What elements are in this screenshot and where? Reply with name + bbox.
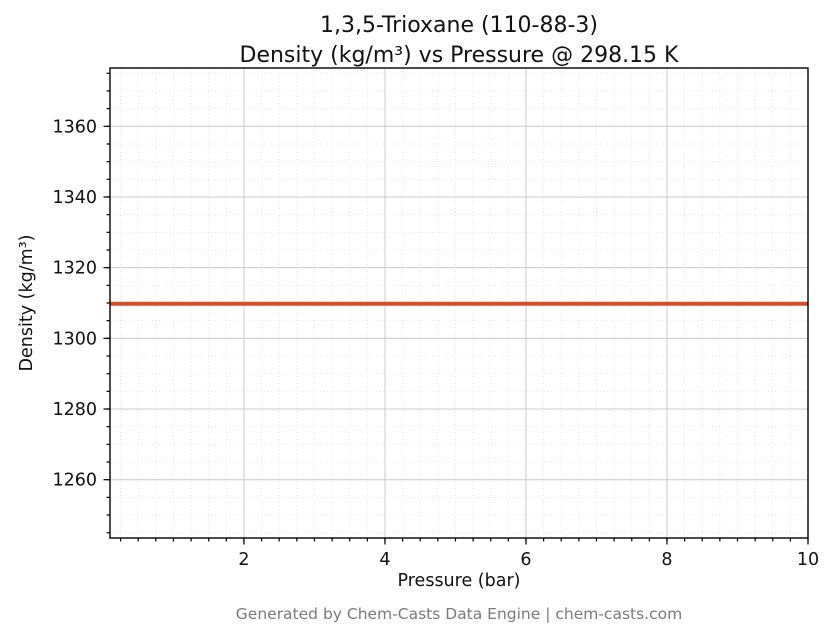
y-tick-label: 1260 xyxy=(52,471,97,491)
tick-marks xyxy=(103,72,809,545)
chart-title-line2: Density (kg/m³) vs Pressure @ 298.15 K xyxy=(239,42,679,68)
tick-labels: 2 4 6 8 10 1260 1280 1300 1320 1340 1360 xyxy=(52,117,819,570)
x-axis-label: Pressure (bar) xyxy=(397,571,521,591)
chart-title-line1: 1,3,5-Trioxane (110-88-3) xyxy=(319,13,599,38)
x-tick-label: 2 xyxy=(238,550,249,570)
y-tick-label: 1300 xyxy=(52,329,97,349)
x-tick-label: 4 xyxy=(379,550,390,570)
y-tick-label: 1320 xyxy=(52,259,97,279)
footer-credit: Generated by Chem-Casts Data Engine | ch… xyxy=(235,605,683,623)
x-tick-label: 10 xyxy=(797,550,819,570)
y-axis-label: Density (kg/m³) xyxy=(17,234,37,372)
y-tick-label: 1360 xyxy=(52,117,97,137)
x-tick-label: 8 xyxy=(661,550,672,570)
y-tick-label: 1280 xyxy=(52,400,97,420)
y-tick-label: 1340 xyxy=(52,188,97,208)
x-tick-label: 6 xyxy=(520,550,531,570)
chart-title: 1,3,5-Trioxane (110-88-3) Density (kg/m³… xyxy=(110,11,808,70)
